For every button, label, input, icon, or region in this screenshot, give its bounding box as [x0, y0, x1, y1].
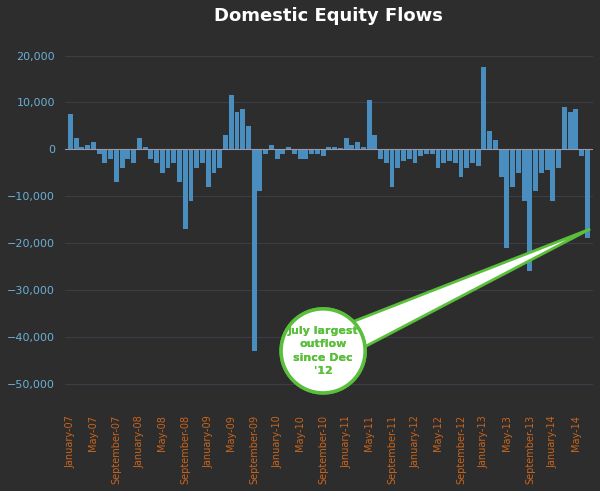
Bar: [384, 149, 389, 164]
Bar: [257, 149, 262, 191]
Bar: [125, 149, 130, 159]
Bar: [355, 142, 360, 149]
Bar: [413, 149, 418, 164]
Bar: [378, 149, 383, 159]
Bar: [418, 149, 423, 156]
Bar: [579, 149, 584, 156]
Bar: [304, 149, 308, 159]
Bar: [103, 149, 107, 164]
Bar: [154, 149, 159, 164]
Bar: [550, 149, 555, 201]
Bar: [562, 107, 567, 149]
Bar: [206, 149, 211, 187]
Bar: [349, 144, 354, 149]
Bar: [119, 149, 125, 168]
Bar: [240, 109, 245, 149]
Bar: [338, 148, 343, 149]
Title: Domestic Equity Flows: Domestic Equity Flows: [214, 7, 443, 25]
Bar: [229, 95, 233, 149]
Bar: [361, 147, 366, 149]
Bar: [499, 149, 503, 177]
Bar: [309, 149, 314, 154]
Bar: [166, 149, 170, 168]
Bar: [505, 149, 509, 248]
Bar: [516, 149, 521, 173]
Bar: [527, 149, 532, 271]
Bar: [298, 149, 302, 159]
Bar: [533, 149, 538, 191]
Bar: [407, 149, 412, 159]
Bar: [246, 126, 251, 149]
Bar: [217, 149, 222, 168]
Bar: [148, 149, 153, 159]
Bar: [476, 149, 481, 165]
Bar: [585, 149, 590, 238]
Bar: [160, 149, 165, 173]
Bar: [510, 149, 515, 187]
Bar: [320, 149, 326, 156]
Bar: [79, 147, 85, 149]
Bar: [97, 149, 101, 154]
Bar: [235, 112, 239, 149]
Bar: [389, 149, 394, 187]
Bar: [373, 135, 377, 149]
Bar: [275, 149, 280, 159]
Text: July largest
outflow
since Dec
'12: July largest outflow since Dec '12: [288, 326, 358, 376]
Bar: [137, 137, 142, 149]
Bar: [108, 149, 113, 159]
Bar: [493, 140, 498, 149]
Bar: [401, 149, 406, 161]
Bar: [326, 147, 331, 149]
Ellipse shape: [281, 309, 365, 393]
Ellipse shape: [281, 309, 365, 393]
Text: July largest
outflow
since Dec
'12: July largest outflow since Dec '12: [288, 326, 358, 376]
Bar: [453, 149, 458, 164]
Bar: [315, 149, 320, 154]
Bar: [223, 135, 228, 149]
Bar: [252, 149, 257, 351]
Bar: [177, 149, 182, 182]
Bar: [521, 149, 527, 201]
Bar: [470, 149, 475, 164]
Bar: [430, 149, 434, 154]
Bar: [200, 149, 205, 164]
Bar: [458, 149, 463, 177]
Bar: [143, 147, 148, 149]
Bar: [574, 109, 578, 149]
Bar: [85, 144, 90, 149]
Bar: [344, 137, 349, 149]
Bar: [280, 149, 286, 154]
Bar: [68, 114, 73, 149]
Polygon shape: [323, 229, 590, 369]
Bar: [487, 131, 492, 149]
Bar: [172, 149, 176, 164]
Bar: [539, 149, 544, 173]
Bar: [367, 100, 371, 149]
Bar: [74, 137, 79, 149]
Bar: [436, 149, 440, 168]
Bar: [286, 147, 291, 149]
Bar: [194, 149, 199, 168]
Bar: [131, 149, 136, 164]
Bar: [263, 149, 268, 154]
Bar: [269, 144, 274, 149]
Bar: [464, 149, 469, 168]
Bar: [188, 149, 193, 201]
Bar: [447, 149, 452, 161]
Bar: [481, 67, 487, 149]
Bar: [568, 112, 572, 149]
Bar: [91, 142, 96, 149]
Bar: [183, 149, 188, 229]
Bar: [292, 149, 297, 154]
Bar: [424, 149, 429, 154]
Bar: [556, 149, 561, 168]
Bar: [212, 149, 217, 173]
Bar: [545, 149, 550, 170]
Bar: [114, 149, 119, 182]
Bar: [332, 147, 337, 149]
Bar: [395, 149, 400, 168]
Bar: [441, 149, 446, 164]
